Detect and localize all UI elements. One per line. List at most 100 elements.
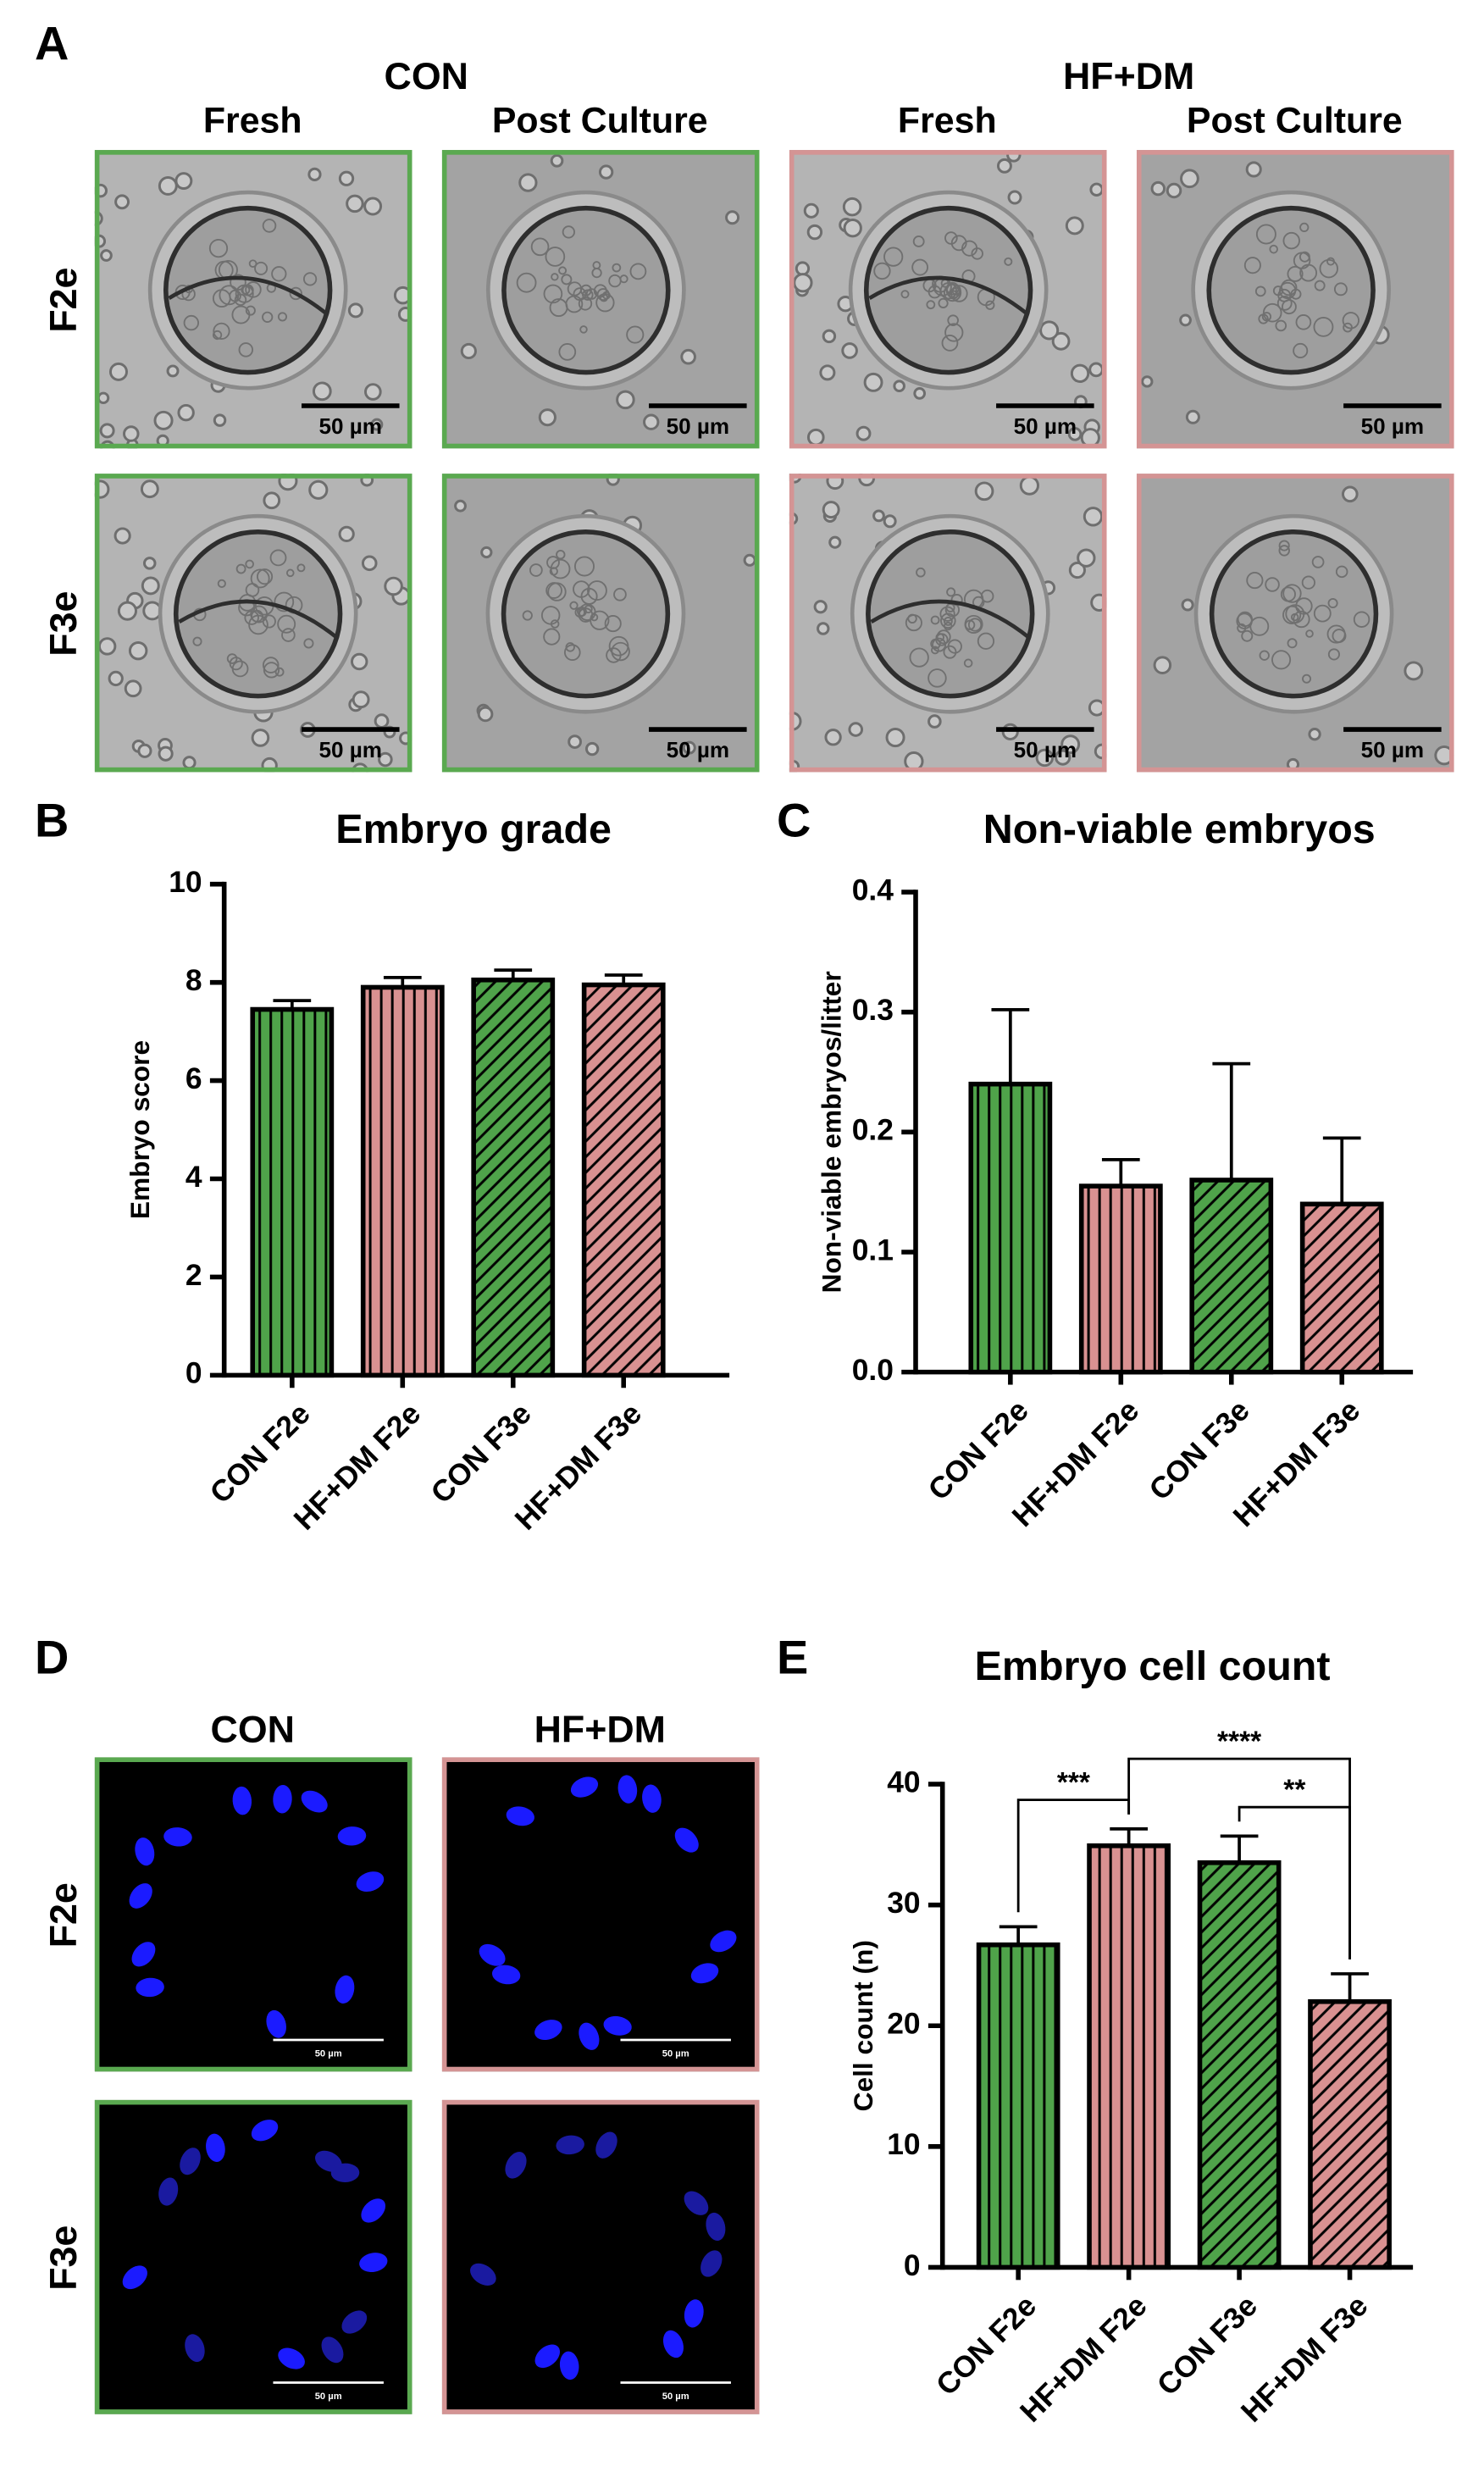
image-border bbox=[94, 2099, 413, 2414]
image-border bbox=[789, 474, 1107, 773]
image-border bbox=[441, 474, 760, 773]
bar bbox=[1189, 1178, 1274, 1375]
micrograph bbox=[94, 474, 413, 773]
bar bbox=[1308, 1998, 1392, 2270]
error-bar bbox=[273, 999, 312, 1010]
y-tick-label: 8 bbox=[186, 963, 202, 997]
chart-title: Non-viable embryos bbox=[983, 806, 1376, 852]
image-border bbox=[94, 474, 413, 773]
y-tick-label: 2 bbox=[186, 1258, 202, 1292]
y-tick-label: 0.0 bbox=[852, 1353, 894, 1387]
x-tick-label: CON F3e bbox=[424, 1396, 538, 1510]
bar bbox=[1299, 1201, 1384, 1375]
error-bar bbox=[604, 973, 643, 985]
micrograph bbox=[94, 1757, 413, 2072]
x-tick-label: CON F3e bbox=[1143, 1394, 1256, 1507]
image-border bbox=[441, 150, 760, 449]
image-border bbox=[94, 150, 413, 449]
column-header: Post Culture bbox=[492, 101, 708, 141]
y-tick-label: 20 bbox=[887, 2007, 920, 2041]
y-axis-label: Cell count (n) bbox=[848, 1940, 878, 2111]
y-axis-label: Non-viable embryos/litter bbox=[816, 971, 846, 1293]
x-tick-label: CON F2e bbox=[922, 1394, 1035, 1507]
error-bar bbox=[383, 975, 422, 988]
micrograph bbox=[94, 150, 413, 449]
scale-bar-label: 50 µm bbox=[667, 737, 729, 762]
y-tick-label: 40 bbox=[887, 1765, 920, 1799]
scale-bar-label: 50 µm bbox=[315, 2392, 342, 2402]
x-tick-label: CON F2e bbox=[203, 1396, 317, 1510]
image-border bbox=[1136, 150, 1454, 449]
group-header: CON bbox=[385, 56, 468, 97]
image-border bbox=[1136, 474, 1454, 773]
y-tick-label: 10 bbox=[169, 865, 202, 899]
scale-bar-label: 50 µm bbox=[319, 413, 382, 439]
scale-bar-label: 50 µm bbox=[662, 2392, 689, 2402]
y-axis-label: Embryo score bbox=[125, 1040, 155, 1219]
y-tick-label: 0.4 bbox=[852, 873, 894, 906]
y-tick-label: 0 bbox=[186, 1356, 202, 1390]
scale-bar-label: 50 µm bbox=[667, 413, 729, 439]
micrograph bbox=[789, 150, 1107, 449]
row-label: F3e bbox=[43, 591, 85, 657]
image-border bbox=[94, 1757, 413, 2072]
error-bar bbox=[991, 1007, 1030, 1084]
significance-label: **** bbox=[1217, 1726, 1262, 1757]
error-bar bbox=[1101, 1158, 1140, 1187]
image-border bbox=[441, 1757, 760, 2072]
panel-letter: B bbox=[35, 794, 69, 847]
error-bar bbox=[1322, 1136, 1361, 1205]
bar bbox=[360, 984, 445, 1378]
bar bbox=[250, 1006, 335, 1378]
micrograph bbox=[789, 474, 1107, 773]
panel-letter: E bbox=[777, 1630, 808, 1683]
significance-label: ** bbox=[1283, 1774, 1306, 1805]
column-header: Fresh bbox=[203, 101, 302, 141]
bar bbox=[976, 1942, 1060, 2270]
column-header: HF+DM bbox=[534, 1709, 666, 1750]
column-header: Post Culture bbox=[1187, 101, 1403, 141]
image-border bbox=[441, 2099, 760, 2414]
x-tick-label: CON F3e bbox=[1150, 2288, 1264, 2402]
panel-letter: C bbox=[777, 794, 811, 847]
y-tick-label: 30 bbox=[887, 1886, 920, 1920]
error-bar bbox=[1212, 1061, 1251, 1180]
bar bbox=[1087, 1843, 1171, 2270]
significance-label: *** bbox=[1057, 1767, 1091, 1799]
y-tick-label: 6 bbox=[186, 1061, 202, 1095]
scale-bar-label: 50 µm bbox=[1361, 737, 1424, 762]
error-bar bbox=[1331, 1972, 1369, 2002]
error-bar bbox=[494, 968, 533, 980]
y-tick-label: 0.1 bbox=[852, 1233, 894, 1266]
y-tick-label: 4 bbox=[186, 1160, 202, 1194]
error-bar bbox=[999, 1925, 1038, 1945]
image-border bbox=[789, 150, 1107, 449]
panel-letter: D bbox=[35, 1630, 69, 1683]
x-tick-label: CON F2e bbox=[929, 2288, 1043, 2402]
error-bar bbox=[1220, 1834, 1259, 1863]
micrograph bbox=[1136, 474, 1454, 773]
bar bbox=[1197, 1859, 1282, 2270]
chart-title: Embryo grade bbox=[335, 806, 612, 852]
significance-bracket bbox=[1127, 1757, 1351, 1959]
micrograph bbox=[1136, 150, 1454, 449]
y-tick-label: 0.3 bbox=[852, 993, 894, 1027]
y-tick-label: 10 bbox=[887, 2127, 920, 2161]
micrograph bbox=[441, 474, 760, 773]
micrograph bbox=[441, 1757, 760, 2072]
micrograph bbox=[441, 150, 760, 449]
row-label: F2e bbox=[43, 268, 85, 333]
group-header: HF+DM bbox=[1063, 56, 1194, 97]
scale-bar-label: 50 µm bbox=[1361, 413, 1424, 439]
scale-bar-label: 50 µm bbox=[1014, 413, 1077, 439]
y-tick-label: 0.2 bbox=[852, 1113, 894, 1147]
scale-bar-label: 50 µm bbox=[1014, 737, 1077, 762]
row-label: F2e bbox=[43, 1882, 85, 1948]
bar bbox=[581, 982, 666, 1378]
chart-title: Embryo cell count bbox=[975, 1643, 1331, 1689]
panel-letter: A bbox=[35, 17, 69, 70]
y-tick-label: 0 bbox=[904, 2248, 921, 2282]
scale-bar-label: 50 µm bbox=[319, 737, 382, 762]
